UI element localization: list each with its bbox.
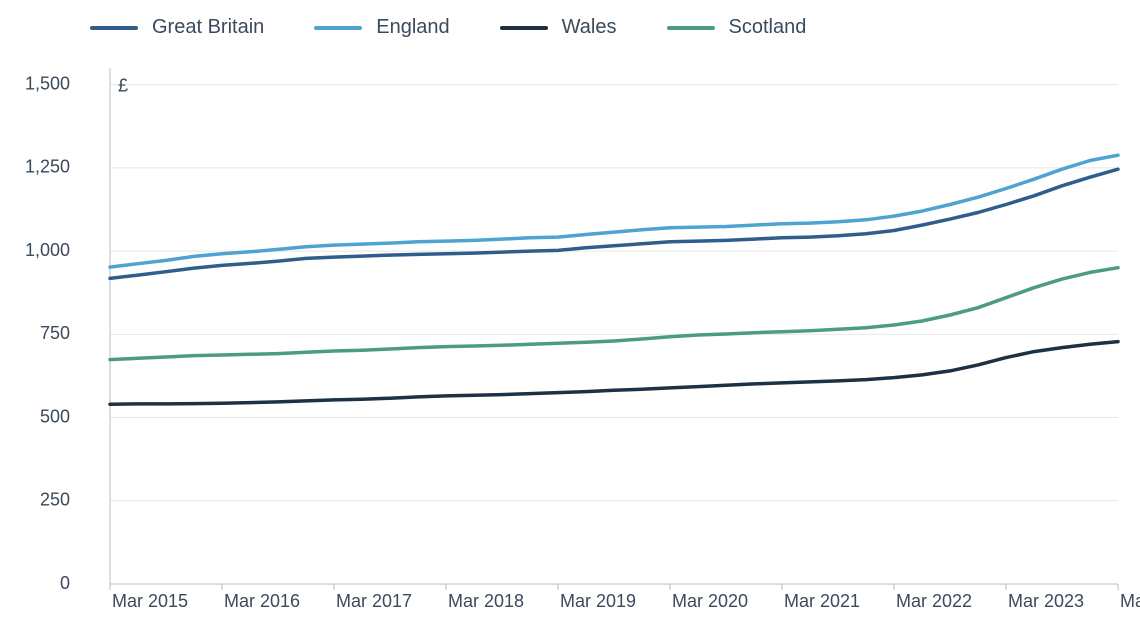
legend-item-great-britain: Great Britain [90,16,264,39]
chart-canvas: 02505007501,0001,2501,500 Mar 2015Mar 20… [0,0,1140,634]
legend-label: Scotland [729,16,807,39]
series-wales [110,342,1118,405]
x-tick-label: Mar 2022 [896,591,972,611]
y-tick-label: 500 [40,406,70,426]
series-group [110,155,1118,404]
legend-swatch [500,26,548,30]
x-tick-label: Mar 2016 [224,591,300,611]
y-tick-label: 0 [60,573,70,593]
legend-label: Great Britain [152,16,264,39]
currency-label: £ [118,75,128,95]
x-tick-label: Mar 2020 [672,591,748,611]
series-england [110,155,1118,267]
legend-swatch [667,26,715,30]
x-tick-label: Mar 2024 [1120,591,1140,611]
x-tick-label: Mar 2023 [1008,591,1084,611]
x-tick-label: Mar 2015 [112,591,188,611]
y-tick-label: 250 [40,490,70,510]
y-tick-label: 1,250 [25,157,70,177]
series-great-britain [110,169,1118,278]
legend-label: England [376,16,449,39]
y-axis: 0 250 500 750 1,000 1,250 1,500 [25,73,70,592]
x-tick-label: Mar 2021 [784,591,860,611]
line-chart: Great Britain England Wales Scotland 0 25… [0,0,1140,634]
legend: Great Britain England Wales Scotland [90,16,806,39]
legend-item-england: England [314,16,449,39]
series-scotland [110,268,1118,360]
legend-item-scotland: Scotland [667,16,807,39]
legend-label: Wales [562,16,617,39]
x-axis: Mar 2015 Mar 2016 Mar 2017 Mar 2018 Mar 2019… [110,584,1140,611]
x-tick-label: Mar 2018 [448,591,524,611]
legend-item-wales: Wales [500,16,617,39]
legend-swatch [314,26,362,30]
legend-swatch [90,26,138,30]
x-tick-label: Mar 2017 [336,591,412,611]
y-tick-label: 750 [40,323,70,343]
y-tick-label: 1,000 [25,240,70,260]
gridlines [110,68,1118,584]
x-tick-label: Mar 2019 [560,591,636,611]
y-tick-label: 1,500 [25,73,70,93]
